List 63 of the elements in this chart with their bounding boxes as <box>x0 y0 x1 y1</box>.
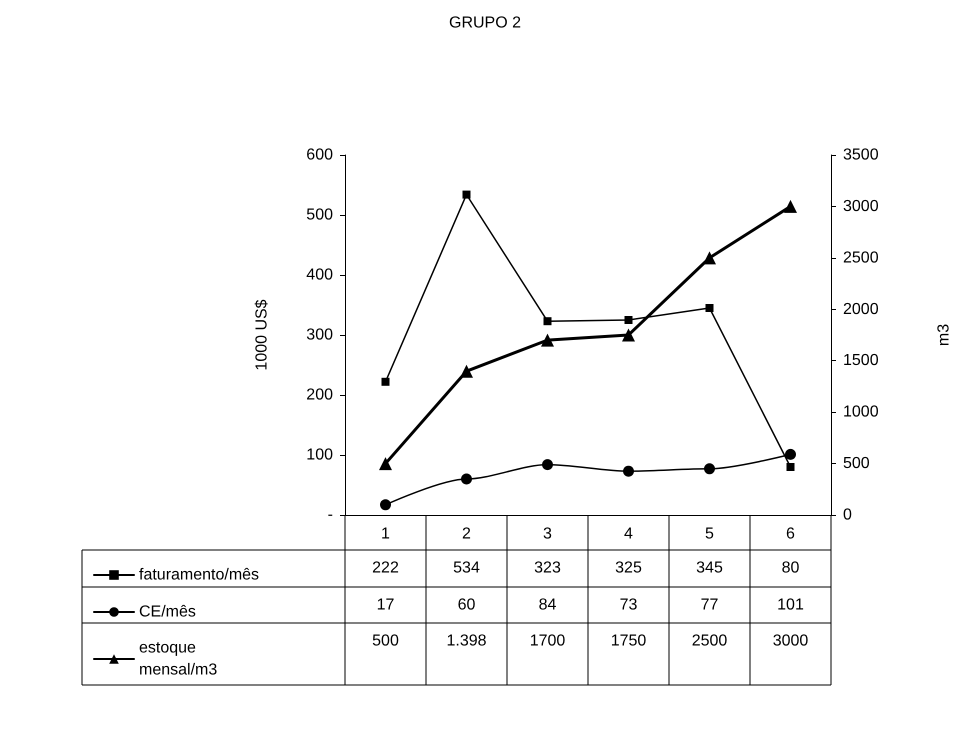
point <box>784 200 797 213</box>
legend-label: faturamento/mês <box>139 566 260 584</box>
x-tick-label: 1 <box>381 526 390 542</box>
x-tick-label: 2 <box>462 526 472 542</box>
legend-label: CE/mês <box>139 604 196 620</box>
y2-tick-label: 2000 <box>843 300 879 318</box>
y2-tick-label: 1000 <box>843 404 879 421</box>
data-label: 2500 <box>692 632 728 650</box>
point <box>542 459 553 470</box>
y2-axis-title: m3 <box>936 324 952 346</box>
y-tick-label: 600 <box>306 146 334 164</box>
data-label: 345 <box>696 560 723 576</box>
point <box>460 364 473 378</box>
data-label: 323 <box>534 560 561 576</box>
point <box>541 334 554 347</box>
y2-tick-label: 2500 <box>843 249 879 266</box>
y-tick-label: 200 <box>306 386 334 404</box>
y-tick-label: 400 <box>306 266 334 284</box>
x-tick-label: 3 <box>543 526 552 542</box>
y-tick-label: 100 <box>306 446 334 464</box>
point <box>785 448 796 460</box>
point <box>623 466 634 477</box>
data-label: 60 <box>458 596 476 614</box>
point <box>379 457 392 470</box>
y2-tick-label: 3500 <box>843 146 879 164</box>
legend-label: estoque mensal/m3 <box>139 640 218 678</box>
point <box>622 328 635 342</box>
data-label: 17 <box>376 596 394 614</box>
point <box>786 463 794 471</box>
point <box>382 378 390 386</box>
data-label: 500 <box>372 632 399 650</box>
y2-tick-label: 3000 <box>843 198 879 215</box>
point <box>624 316 632 324</box>
y2-tick-label: 1500 <box>843 352 879 370</box>
y-tick-label: - <box>328 506 333 524</box>
data-label: 1750 <box>610 632 646 650</box>
data-label: 80 <box>782 560 800 576</box>
point <box>380 499 391 510</box>
x-tick-label: 5 <box>705 526 714 542</box>
data-label: 534 <box>453 560 480 576</box>
data-label: 77 <box>700 596 718 614</box>
data-label: 101 <box>777 596 804 614</box>
data-label: 73 <box>620 596 638 614</box>
y-axis-title: 1000 US$ <box>254 299 270 371</box>
y2-tick-label: 500 <box>843 455 870 472</box>
y-tick-label: 300 <box>306 326 334 344</box>
x-tick-label: 4 <box>624 526 634 542</box>
y2-tick-label: 0 <box>843 506 852 524</box>
point <box>704 463 715 474</box>
data-label: 222 <box>372 560 399 576</box>
data-label: 325 <box>615 560 642 576</box>
data-label: 1.398 <box>446 632 487 650</box>
point <box>462 190 470 199</box>
chart-title: GRUPO 2 <box>448 14 522 32</box>
point <box>706 304 714 312</box>
data-label: 3000 <box>772 632 808 650</box>
data-label: 84 <box>538 596 556 614</box>
point <box>461 474 472 484</box>
point <box>544 317 552 326</box>
y-tick-label: 500 <box>306 206 334 224</box>
data-label: 1700 <box>530 632 566 650</box>
x-tick-label: 6 <box>786 526 796 542</box>
point <box>703 251 716 264</box>
